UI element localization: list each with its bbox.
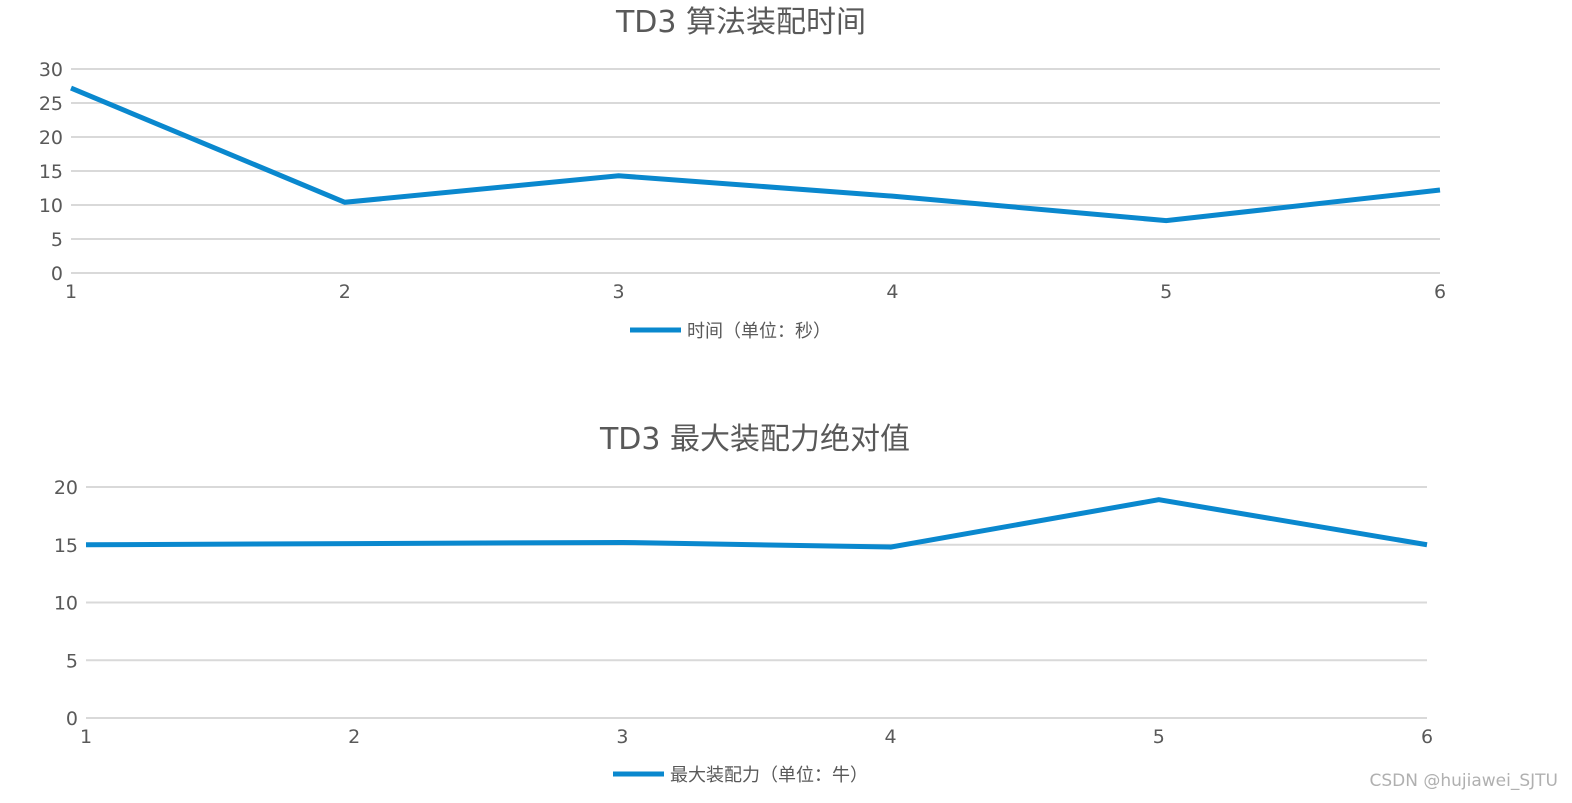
series-line-time — [70, 85, 1441, 224]
gridlines — [86, 486, 1427, 719]
x-tick-label: 2 — [348, 726, 360, 748]
y-axis-ticks: 0 5 10 15 20 — [54, 477, 78, 730]
x-tick-label: 3 — [613, 281, 625, 303]
y-tick-label: 20 — [39, 127, 63, 149]
y-tick-label: 15 — [39, 161, 63, 183]
legend-label: 最大装配力（单位：牛） — [670, 765, 868, 786]
y-tick-label: 15 — [54, 535, 78, 557]
gridlines — [71, 68, 1440, 274]
y-tick-label: 10 — [54, 593, 78, 615]
y-tick-label: 25 — [39, 93, 63, 115]
y-tick-label: 0 — [66, 708, 78, 730]
legend: 时间（单位：秒） — [630, 321, 831, 342]
watermark: CSDN @hujiawei_SJTU — [1369, 771, 1558, 791]
chart-title: TD3 最大装配力绝对值 — [599, 422, 910, 457]
x-tick-label: 6 — [1421, 726, 1433, 748]
legend-label: 时间（单位：秒） — [687, 321, 831, 342]
x-tick-label: 5 — [1153, 726, 1165, 748]
x-axis-ticks: 1 2 3 4 5 6 — [80, 726, 1433, 748]
x-tick-label: 1 — [65, 281, 77, 303]
chart-title: TD3 算法装配时间 — [615, 5, 866, 40]
y-tick-label: 5 — [51, 229, 63, 251]
x-tick-label: 4 — [885, 726, 897, 748]
y-tick-label: 5 — [66, 650, 78, 672]
series-line-force — [85, 497, 1428, 550]
chart-assembly-time: TD3 算法装配时间 0 5 10 15 20 25 30 1 2 3 4 5 6 时间（单位：秒） — [39, 5, 1446, 342]
y-tick-label: 0 — [51, 263, 63, 285]
y-axis-ticks: 0 5 10 15 20 25 30 — [39, 59, 63, 285]
x-tick-label: 2 — [339, 281, 351, 303]
y-tick-label: 20 — [54, 477, 78, 499]
x-tick-label: 4 — [886, 281, 898, 303]
y-tick-label: 10 — [39, 195, 63, 217]
x-tick-label: 5 — [1160, 281, 1172, 303]
x-tick-label: 1 — [80, 726, 92, 748]
x-tick-label: 6 — [1434, 281, 1446, 303]
x-tick-label: 3 — [616, 726, 628, 748]
x-axis-ticks: 1 2 3 4 5 6 — [65, 281, 1446, 303]
y-tick-label: 30 — [39, 59, 63, 81]
chart-max-force: TD3 最大装配力绝对值 0 5 10 15 20 1 2 3 4 5 6 最大装配力（单位：牛） — [54, 422, 1433, 786]
legend: 最大装配力（单位：牛） — [613, 765, 868, 786]
